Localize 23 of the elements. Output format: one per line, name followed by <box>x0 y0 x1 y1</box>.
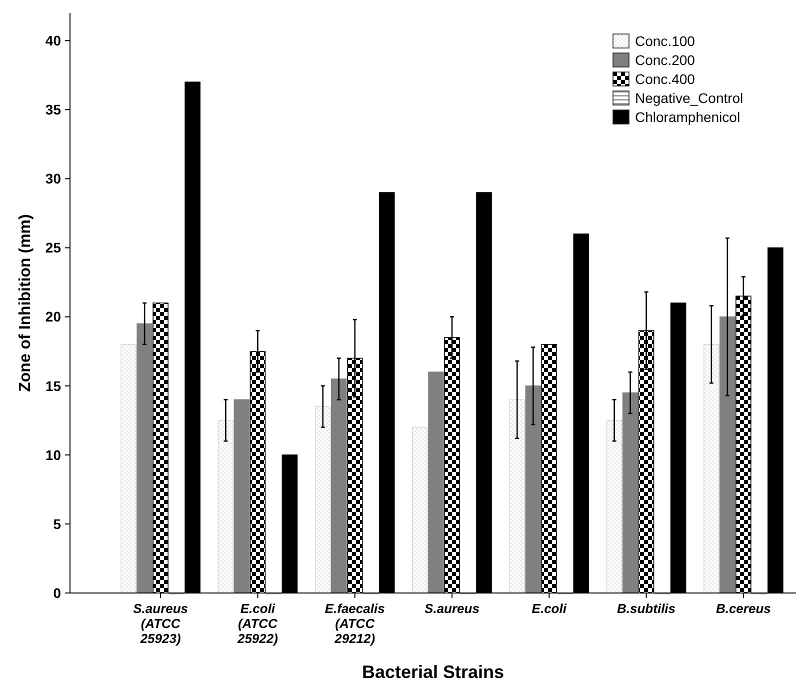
y-tick-label: 30 <box>45 170 62 187</box>
y-tick-label: 15 <box>45 378 62 394</box>
y-tick-label: 35 <box>45 102 62 118</box>
y-axis-title: Zone of Inhibition (mm) <box>17 214 34 392</box>
legend-label: Conc.400 <box>635 70 696 87</box>
legend-label: Conc.200 <box>635 52 696 68</box>
legend-label: Negative_Control <box>635 90 744 106</box>
x-tick-label: E.faecalis (ATCC 29212) <box>324 601 385 646</box>
x-tick-label: B.subtilis <box>617 601 676 616</box>
x-tick-label: E.coli <box>532 601 567 616</box>
x-tick-label: S.aureus (ATCC 25923) <box>133 601 188 646</box>
x-tick-label: B.cereus <box>716 601 771 616</box>
x-axis-title: Bacterial Strains <box>362 662 504 682</box>
legend-label: Conc.100 <box>635 32 696 49</box>
legend-label: Chloramphenicol <box>635 108 740 125</box>
y-tick-label: 25 <box>45 240 62 256</box>
y-tick-label: 5 <box>53 516 62 532</box>
x-tick-label: S.aureus <box>424 601 480 616</box>
y-tick-label: 10 <box>45 446 62 463</box>
y-tick-label: 0 <box>53 584 62 601</box>
y-tick-label: 40 <box>45 32 62 49</box>
x-tick-label: E.coli (ATCC 25922) <box>236 601 278 646</box>
y-tick-label: 20 <box>45 308 62 325</box>
